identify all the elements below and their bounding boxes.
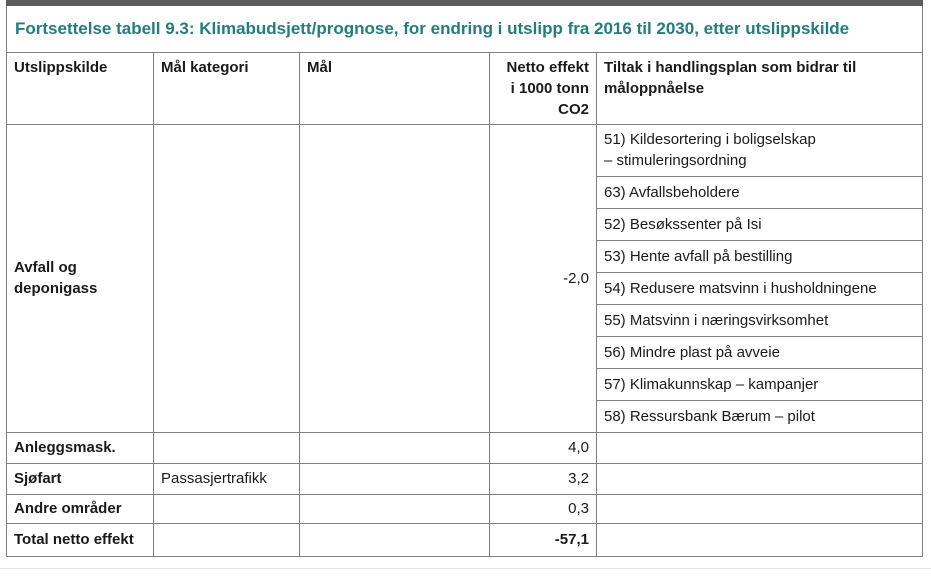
measure-item-52: 52) Besøkssenter på Isi [595,207,924,241]
cell-goal-sjofart [299,462,490,495]
title-row: Fortsettelse tabell 9.3: Klimabudsjett/p… [5,0,924,53]
cell-value-total: -57,1 [489,522,597,557]
col-header-mal-kategori: Mål kategori [153,51,300,125]
measure-51-line1: 51) Kildesortering i boligselskap [604,131,816,148]
cell-value-sjofart: 3,2 [489,462,597,495]
cell-measures-total [595,522,924,557]
row-andre-omrader: Andre områder 0,3 [6,493,924,524]
climate-budget-table: Fortsettelse tabell 9.3: Klimabudsjett/p… [5,0,924,557]
cell-goal-total [299,522,490,557]
cell-value-avfall: -2,0 [489,123,597,433]
measure-item-58: 58) Ressursbank Bærum – pilot [595,399,924,433]
header-row: Utslippskilde Mål kategori Mål Netto eff… [6,51,924,125]
netto-header-line3: CO2 [558,100,589,118]
row-sjofart: Sjøfart Passasjertrafikk 3,2 [6,462,924,495]
row-measure: 58) Ressursbank Bærum – pilot [7,399,924,433]
row-measure: 55) Matsvinn i næringsvirksomhet [7,303,924,337]
cell-goal-anleggsmask [299,431,490,464]
row-anleggsmask: Anleggsmask. 4,0 [6,431,924,464]
measure-51-line2: – stimuleringsordning [604,152,747,169]
cell-source-avfall: Avfall og deponigass [6,123,154,433]
measure-item-56: 56) Mindre plast på avveie [595,335,924,369]
row-measure: 57) Klimakunnskap – kampanjer [7,367,924,401]
cell-category-andre [153,493,300,524]
row-measure: 52) Besøkssenter på Isi [7,207,924,241]
cell-value-andre: 0,3 [489,493,597,524]
cell-category-sjofart: Passasjertrafikk [153,462,300,495]
cell-goal-avfall [299,123,490,433]
col-header-utslippskilde: Utslippskilde [6,51,154,125]
cell-source-total: Total netto effekt [6,522,154,557]
netto-header-line2: i 1000 tonn [510,79,589,97]
table-title: Fortsettelse tabell 9.3: Klimabudsjett/p… [5,0,924,53]
cell-source-andre: Andre områder [6,493,154,524]
cell-measures-andre [595,493,924,524]
netto-header-line1: Netto effekt [506,58,589,76]
measure-item-51: 51) Kildesortering i boligselskap – stim… [595,123,924,177]
measure-item-55: 55) Matsvinn i næringsvirksomhet [595,303,924,337]
col-header-tiltak: Tiltak i handlingsplan som bidrar til må… [595,51,924,125]
measure-item-53: 53) Hente avfall på bestilling [595,239,924,273]
row-measure: 56) Mindre plast på avveie [7,335,924,369]
cell-measures-anleggsmask [595,431,924,464]
measure-item-63: 63) Avfallsbeholdere [595,175,924,209]
cell-category-avfall [153,123,300,433]
measure-item-54: 54) Redusere matsvinn i husholdningene [595,271,924,305]
row-measure: 54) Redusere matsvinn i husholdningene [7,271,924,305]
cell-category-total [153,522,300,557]
col-header-netto-effekt: Netto effekt i 1000 tonn CO2 [489,51,597,125]
cell-source-sjofart: Sjøfart [6,462,154,495]
row-total: Total netto effekt -57,1 [6,522,924,557]
measure-item-57: 57) Klimakunnskap – kampanjer [595,367,924,401]
row-measure: 63) Avfallsbeholdere [7,175,924,209]
cell-value-anleggsmask: 4,0 [489,431,597,464]
cell-measures-sjofart [595,462,924,495]
cell-source-anleggsmask: Anleggsmask. [6,431,154,464]
page-divider-line [0,568,931,569]
cell-goal-andre [299,493,490,524]
col-header-mal: Mål [299,51,490,125]
row-avfall: Avfall og deponigass -2,0 51) Kildesorte… [6,123,924,433]
cell-category-anleggsmask [153,431,300,464]
